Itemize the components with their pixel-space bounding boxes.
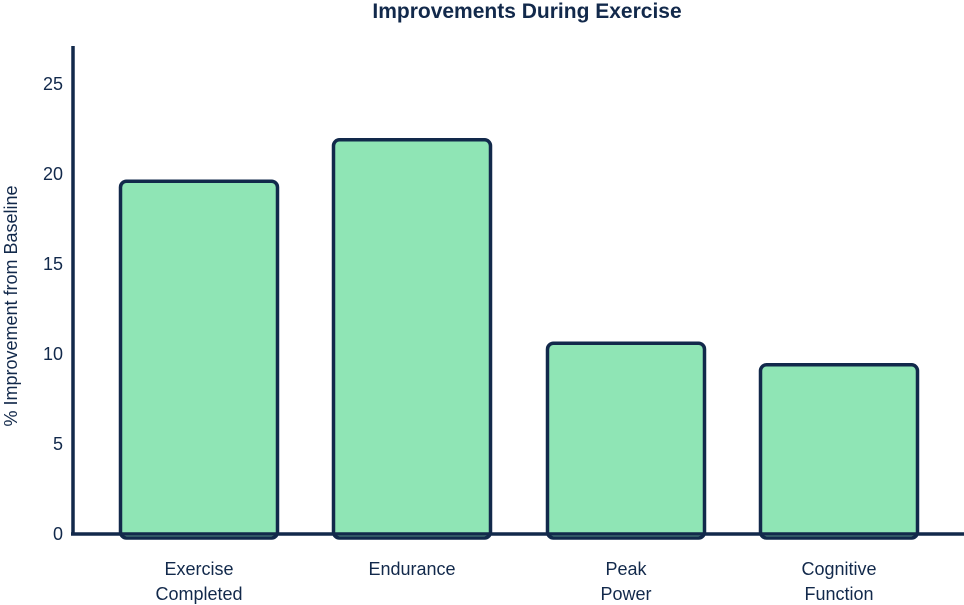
- bar-3: [758, 363, 920, 540]
- y-tick-label: 20: [43, 164, 63, 184]
- x-tick-label: Endurance: [368, 559, 455, 579]
- x-tick-label-line: Exercise: [164, 559, 233, 579]
- y-tick-label: 15: [43, 254, 63, 274]
- x-tick-label: Exercise Completed: [155, 559, 242, 604]
- x-tick-label: Peak Power: [600, 559, 651, 604]
- bar-0: [118, 179, 280, 540]
- x-tick-label: Cognitive Function: [801, 559, 876, 604]
- y-tick-label: 25: [43, 74, 63, 94]
- x-tick-label-line: Endurance: [368, 559, 455, 579]
- y-axis-label: % Improvement from Baseline: [1, 185, 21, 426]
- y-tick-label: 0: [53, 524, 63, 544]
- x-tick-label-line: Completed: [155, 584, 242, 604]
- x-axis-labels: Exercise Completed Endurance Peak Power Cogni…: [155, 559, 876, 604]
- x-tick-label-line: Peak: [605, 559, 647, 579]
- bar-2: [545, 341, 707, 540]
- x-tick-label-line: Function: [804, 584, 873, 604]
- y-tick-label: 10: [43, 344, 63, 364]
- y-tick-label: 5: [53, 434, 63, 454]
- y-axis-ticks: 0 5 10 15 20 25: [43, 74, 63, 544]
- bars-group: [118, 138, 920, 540]
- chart-title: Improvements During Exercise: [372, 0, 681, 23]
- x-tick-label-line: Cognitive: [801, 559, 876, 579]
- bar-1: [331, 138, 493, 540]
- x-tick-label-line: Power: [600, 584, 651, 604]
